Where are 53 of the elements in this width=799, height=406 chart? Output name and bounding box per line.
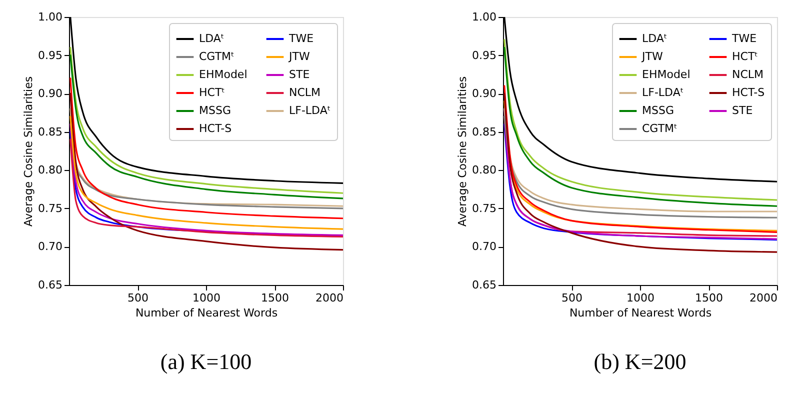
legend-label: TWE [731, 32, 757, 45]
legend-label: MSSG [199, 104, 231, 117]
legend-label: EHModel [199, 68, 248, 81]
y-tick-label: 0.85 [472, 125, 496, 138]
y-tick-label: 0.95 [38, 48, 62, 62]
y-tick-label: 0.75 [38, 202, 62, 215]
legend-label: HCT-S [199, 122, 232, 135]
legend-label: STE [289, 68, 310, 81]
x-tick-label: 1500 [261, 292, 289, 304]
y-tick-label: 1.00 [472, 10, 496, 24]
x-tick-label: 2000 [750, 292, 778, 304]
x-tick-label: 500 [562, 292, 582, 304]
x-tick-label: 2000 [316, 292, 344, 304]
y-tick-label: 0.80 [38, 164, 62, 177]
legend-label: HCT-S [732, 86, 765, 99]
legend-label: HCTᵗ [732, 50, 758, 63]
x-tick-label: 1500 [695, 292, 723, 304]
legend-label: LF-LDAᵗ [642, 86, 684, 99]
x-tick-label: 500 [128, 292, 148, 304]
legend-label: JTW [641, 50, 663, 63]
y-axis-title: Average Cosine Similarities [456, 76, 470, 227]
y-tick-label: 0.90 [472, 87, 496, 100]
legend-label: CGTMᵗ [642, 122, 678, 135]
x-axis-title: Number of Nearest Words [569, 306, 712, 320]
y-tick-label: 0.85 [38, 125, 62, 138]
legend-label: JTW [288, 50, 310, 63]
legend-label: MSSG [642, 104, 674, 117]
legend-label: CGTMᵗ [199, 50, 234, 63]
text: (b) K=200 [594, 349, 686, 374]
legend-label: LDAᵗ [642, 32, 668, 45]
y-tick-label: 0.65 [472, 278, 496, 292]
x-tick-label: 1000 [626, 292, 654, 304]
legend-label: EHModel [642, 68, 690, 81]
legend-label: TWE [288, 32, 314, 45]
legend-label: NCLM [289, 86, 321, 99]
legend-label: STE [732, 104, 753, 117]
legend-label: NCLM [732, 68, 764, 81]
x-axis-title: Number of Nearest Words [135, 306, 278, 320]
y-tick-label: 0.90 [38, 87, 62, 100]
y-tick-label: 0.65 [38, 278, 62, 292]
text: (a) K=100 [160, 349, 252, 374]
y-tick-label: 1.00 [38, 10, 62, 24]
line-series [70, 77, 343, 220]
y-tick-label: 0.80 [472, 164, 496, 177]
x-tick-label: 1000 [192, 292, 220, 304]
y-axis-title: Average Cosine Similarities [22, 76, 36, 227]
y-tick-label: 0.70 [472, 240, 496, 254]
legend-label: HCTᵗ [199, 86, 225, 99]
legend-label: LF-LDAᵗ [289, 104, 331, 117]
y-tick-label: 0.95 [472, 48, 496, 62]
y-tick-label: 0.75 [472, 202, 496, 215]
legend-label: LDAᵗ [199, 32, 224, 45]
y-tick-label: 0.70 [38, 240, 62, 254]
